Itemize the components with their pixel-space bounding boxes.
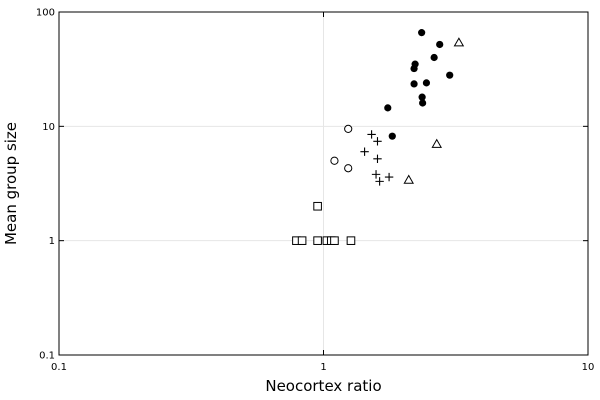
point-open-square [346, 236, 356, 245]
point-filled-circle [419, 99, 427, 107]
point-open-square [313, 201, 322, 211]
point-filled-circle [422, 79, 431, 87]
x-tick-label: 1 [320, 362, 326, 373]
point-filled-circle [388, 132, 396, 140]
point-open-circle [344, 164, 353, 173]
point-filled-circle [410, 80, 418, 88]
point-plus [360, 147, 369, 156]
grid [58, 11, 589, 356]
point-open-square [330, 236, 339, 245]
point-open-square [313, 236, 322, 245]
point-open-circle [330, 156, 339, 165]
x-axis-title: Neocortex ratio [265, 377, 381, 395]
point-filled-circle [418, 29, 426, 37]
y-tick-label: 10 [42, 122, 55, 133]
y-axis-title: Mean group size [2, 122, 20, 245]
y-tick-label: 0.1 [39, 351, 55, 362]
x-tick-label: 0.1 [51, 362, 67, 373]
point-open-triangle [453, 37, 465, 47]
data-points [292, 29, 465, 245]
point-plus [373, 154, 382, 164]
point-open-triangle [403, 174, 414, 184]
point-filled-circle [436, 40, 444, 49]
point-plus [373, 137, 382, 146]
point-filled-circle [430, 53, 438, 62]
point-filled-circle [384, 104, 392, 112]
point-plus [375, 177, 384, 186]
point-filled-circle [446, 71, 454, 79]
point-open-triangle [431, 138, 443, 148]
point-plus [367, 130, 376, 139]
point-open-circle [344, 124, 353, 133]
point-plus [384, 172, 394, 182]
point-plus [371, 170, 381, 179]
axis-ticks: 0.1 1 10 0.1 1 10 100 [36, 8, 594, 374]
point-filled-circle [418, 93, 426, 101]
y-tick-label: 100 [36, 8, 55, 19]
y-tick-label: 1 [49, 236, 55, 247]
x-tick-label: 10 [582, 362, 595, 373]
point-open-square [297, 236, 307, 245]
point-filled-circle [410, 64, 418, 73]
